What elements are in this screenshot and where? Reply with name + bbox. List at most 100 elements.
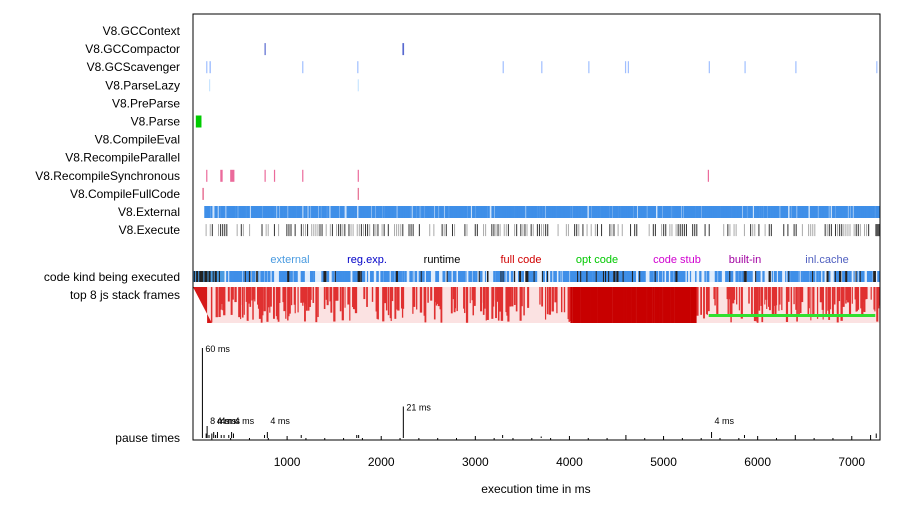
codekind-event	[334, 271, 337, 282]
external-event	[726, 206, 728, 218]
codekind-event	[253, 271, 256, 282]
codekind-event	[223, 271, 225, 282]
external-event	[622, 206, 625, 218]
external-event	[360, 206, 363, 218]
stack-frame	[634, 287, 636, 323]
stack-frame	[317, 287, 319, 318]
execute-event	[812, 224, 814, 237]
external-event	[230, 206, 232, 218]
stack-frame	[352, 287, 355, 310]
stack-frame	[509, 287, 512, 307]
execute-event	[331, 224, 333, 237]
stack-frame	[222, 287, 224, 311]
execute-event	[824, 224, 826, 237]
external-event	[430, 206, 432, 218]
stack-frame	[221, 287, 223, 304]
external-event	[686, 206, 689, 218]
external-event	[223, 206, 226, 218]
external-event	[758, 206, 760, 218]
external-event	[751, 206, 753, 218]
track-event	[202, 187, 204, 200]
stack-frame	[341, 287, 344, 321]
stack-frame	[756, 287, 759, 323]
track-event	[707, 169, 709, 182]
stack-frame	[778, 287, 780, 311]
stack-frame	[652, 287, 655, 323]
stack-frame	[851, 287, 853, 304]
execute-event	[336, 224, 338, 237]
external-event	[379, 206, 382, 218]
external-event	[589, 206, 592, 218]
execute-event	[557, 224, 559, 237]
external-event	[634, 206, 638, 218]
stack-frame	[651, 287, 653, 323]
codekind-event	[503, 271, 506, 282]
external-event	[358, 206, 362, 218]
codekind-event	[376, 271, 379, 282]
stack-frame	[630, 287, 632, 323]
track-label: V8.Execute	[119, 223, 181, 237]
stack-frame	[511, 287, 514, 307]
codekind-event	[249, 271, 252, 282]
stack-frame	[508, 287, 510, 318]
track-event	[357, 61, 359, 74]
legend-item: runtime	[424, 254, 461, 266]
external-event	[272, 206, 275, 218]
execute-event	[864, 224, 866, 237]
external-event	[226, 206, 229, 218]
stack-frame	[585, 287, 588, 323]
codekind-event	[356, 271, 358, 282]
codekind-event	[862, 271, 865, 282]
execute-event	[412, 224, 414, 237]
stack-frame	[740, 287, 743, 319]
execute-event	[497, 224, 499, 237]
stack-frame	[539, 287, 541, 305]
external-event	[383, 206, 385, 218]
external-event	[526, 206, 528, 218]
codekind-event	[346, 271, 349, 282]
execute-event	[352, 224, 354, 237]
stack-frame	[665, 287, 668, 323]
legend-item: external	[270, 254, 309, 266]
execute-event	[814, 224, 816, 237]
codekind-event	[387, 271, 390, 282]
external-event	[294, 206, 297, 218]
codekind-event	[803, 271, 806, 282]
stack-frame	[862, 287, 864, 312]
stack-frame	[544, 287, 547, 320]
stack-frame	[796, 287, 798, 322]
x-tick-label: 5000	[650, 455, 677, 469]
stack-frame	[864, 287, 866, 313]
execute-event	[677, 224, 679, 237]
external-event	[602, 206, 604, 218]
external-event	[532, 206, 535, 218]
stack-frame	[736, 287, 738, 305]
external-event	[440, 206, 443, 218]
track-event	[273, 169, 276, 182]
external-event	[309, 206, 311, 218]
execute-event	[750, 224, 752, 237]
stack-frame	[290, 287, 293, 306]
external-event	[604, 206, 607, 218]
track-event	[402, 43, 405, 56]
execute-event	[574, 224, 576, 237]
stack-frame	[748, 287, 750, 304]
stack-frame	[304, 287, 306, 322]
execute-event	[541, 224, 543, 237]
execute-event	[578, 224, 580, 237]
stack-frame	[758, 287, 761, 311]
external-event	[499, 206, 502, 218]
external-event	[300, 206, 302, 218]
stack-frame	[573, 287, 575, 323]
stack-frame	[695, 287, 697, 323]
external-event	[418, 206, 420, 218]
external-event	[708, 206, 710, 218]
track-label: code kind being executed	[44, 270, 180, 284]
track-labels: V8.GCContext V8.GCCompactor V8.GCScavenger…	[35, 24, 180, 445]
execute-event	[538, 224, 540, 237]
stack-frame	[396, 287, 398, 310]
execute-event	[433, 224, 435, 237]
stack-frame	[602, 287, 604, 323]
codekind-event	[630, 271, 633, 282]
external-event	[750, 206, 752, 218]
